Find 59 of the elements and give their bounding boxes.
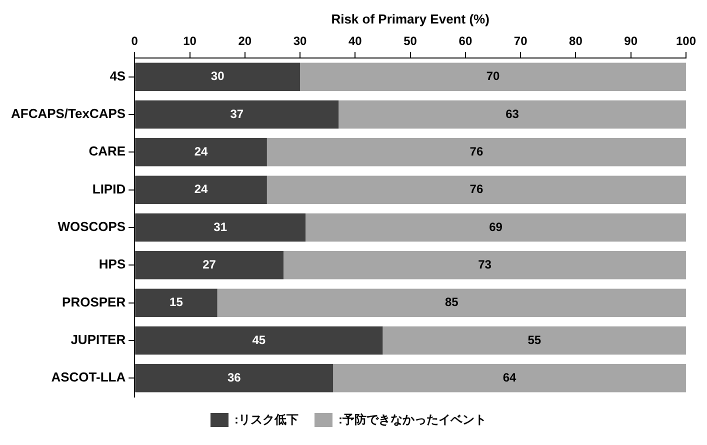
- y-tick-label: 4S: [110, 68, 126, 84]
- x-tick-label: 10: [183, 34, 197, 48]
- bar: [266, 176, 686, 204]
- y-tick-label: HPS: [98, 256, 126, 272]
- bar: [135, 213, 306, 242]
- y-tick-label: PROSPER: [62, 294, 126, 310]
- x-tick-label: 90: [624, 34, 638, 48]
- data-label: 85: [444, 295, 459, 310]
- x-tick-label: 40: [348, 34, 362, 48]
- data-label: 55: [528, 332, 542, 347]
- x-tick-label: 70: [514, 34, 528, 48]
- x-tick-label: 100: [676, 34, 696, 48]
- bar: [135, 364, 334, 392]
- y-tick-label: WOSCOPS: [58, 219, 126, 234]
- x-tick-label: 60: [458, 34, 472, 48]
- data-label: 70: [486, 69, 500, 84]
- x-tick-label: 80: [569, 34, 583, 48]
- data-label: 69: [489, 220, 503, 234]
- data-label: 73: [478, 257, 492, 272]
- y-tick-label: ASCOT-LLA: [51, 370, 126, 385]
- data-label: 15: [170, 295, 184, 310]
- bar: [283, 251, 686, 280]
- bar: [217, 288, 686, 317]
- x-tick-label: 0: [131, 34, 138, 48]
- bar: [135, 288, 218, 317]
- data-label: 31: [214, 220, 228, 234]
- bar: [338, 100, 686, 129]
- legend-label: :予防できなかったイベント: [338, 412, 486, 426]
- data-label: 76: [470, 144, 484, 158]
- x-tick-label: 50: [404, 34, 418, 48]
- bar: [135, 62, 300, 91]
- x-axis-title: Risk of Primary Event (%): [331, 11, 490, 26]
- y-tick-label: LIPID: [92, 181, 126, 196]
- legend-label: :リスク低下: [234, 412, 299, 426]
- data-label: 76: [470, 182, 484, 196]
- data-label: 45: [252, 332, 266, 347]
- data-label: 30: [210, 69, 225, 84]
- bar: [333, 364, 686, 392]
- bar: [135, 138, 267, 166]
- data-label: 63: [506, 106, 520, 121]
- data-label: 64: [502, 370, 517, 384]
- data-label: 36: [227, 370, 242, 384]
- data-label: 24: [194, 182, 208, 196]
- bar: [266, 138, 686, 166]
- data-label: 27: [202, 257, 216, 272]
- bar: [135, 100, 339, 129]
- y-tick-label: AFCAPS/TexCAPS: [10, 106, 126, 122]
- y-tick-label: JUPITER: [70, 332, 126, 348]
- bar: [382, 326, 686, 355]
- y-tick-label: CARE: [88, 144, 126, 159]
- bar: [300, 62, 686, 91]
- bar: [135, 176, 267, 204]
- bar: [135, 326, 383, 355]
- x-tick-label: 20: [238, 34, 252, 48]
- data-label: 24: [194, 144, 208, 158]
- x-tick-label: 30: [293, 34, 308, 48]
- bar: [306, 213, 686, 242]
- data-label: 37: [230, 106, 244, 121]
- bar: [135, 251, 284, 280]
